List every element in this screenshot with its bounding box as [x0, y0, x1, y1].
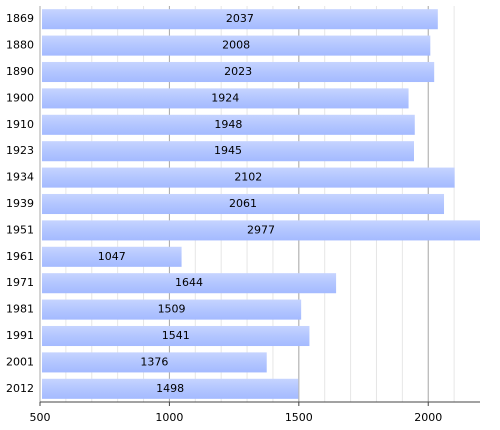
bar: [42, 273, 337, 294]
y-tick-label: 1951: [6, 223, 34, 236]
y-tick-label: 1890: [6, 65, 34, 78]
bar: [42, 141, 414, 162]
bar: [42, 167, 455, 188]
value-label: 1945: [214, 144, 242, 157]
y-tick-label: 1961: [6, 250, 34, 263]
bar: [42, 325, 310, 347]
value-label: 1509: [158, 303, 186, 316]
value-label: 2037: [226, 12, 254, 25]
bars: [42, 9, 480, 399]
value-label: 1498: [156, 382, 184, 395]
x-tick-label: 2000: [414, 411, 442, 424]
value-label: 2061: [229, 197, 257, 210]
value-label: 2023: [224, 65, 252, 78]
bar: [42, 193, 445, 215]
bar: [42, 114, 415, 135]
bar: [42, 61, 435, 83]
x-tick-label: 500: [30, 411, 51, 424]
bar: [42, 378, 299, 399]
y-tick-label: 2012: [6, 382, 34, 395]
y-tick-label: 2001: [6, 355, 34, 368]
bar: [42, 35, 431, 56]
y-tick-label: 1981: [6, 303, 34, 316]
value-label: 1541: [162, 329, 190, 342]
y-tick-label: 1910: [6, 118, 34, 131]
y-tick-label: 1934: [6, 171, 34, 184]
y-tick-label: 1939: [6, 197, 34, 210]
bar: [42, 88, 409, 109]
value-label: 1644: [175, 276, 203, 289]
y-tick-label: 1991: [6, 329, 34, 342]
value-label: 1376: [140, 355, 168, 368]
value-label: 1948: [214, 118, 242, 131]
y-tick-label: 1900: [6, 91, 34, 104]
value-label: 2977: [247, 223, 275, 236]
bar: [42, 352, 267, 373]
bar: [42, 246, 182, 267]
x-tick-label: 1500: [285, 411, 313, 424]
value-label: 2008: [222, 39, 250, 52]
labels: 500 1000 1500 2000 2037 1869 2008 1880 2023 1890 1…: [6, 12, 442, 424]
value-label: 1047: [98, 250, 126, 263]
value-label: 1924: [211, 91, 239, 104]
x-tick-label: 1000: [155, 411, 183, 424]
bar: [42, 299, 302, 320]
bar: [42, 9, 438, 30]
y-tick-label: 1869: [6, 12, 34, 25]
y-tick-label: 1923: [6, 144, 34, 157]
y-tick-label: 1971: [6, 276, 34, 289]
value-label: 2102: [234, 171, 262, 184]
bar: [42, 220, 480, 241]
y-tick-label: 1880: [6, 39, 34, 52]
